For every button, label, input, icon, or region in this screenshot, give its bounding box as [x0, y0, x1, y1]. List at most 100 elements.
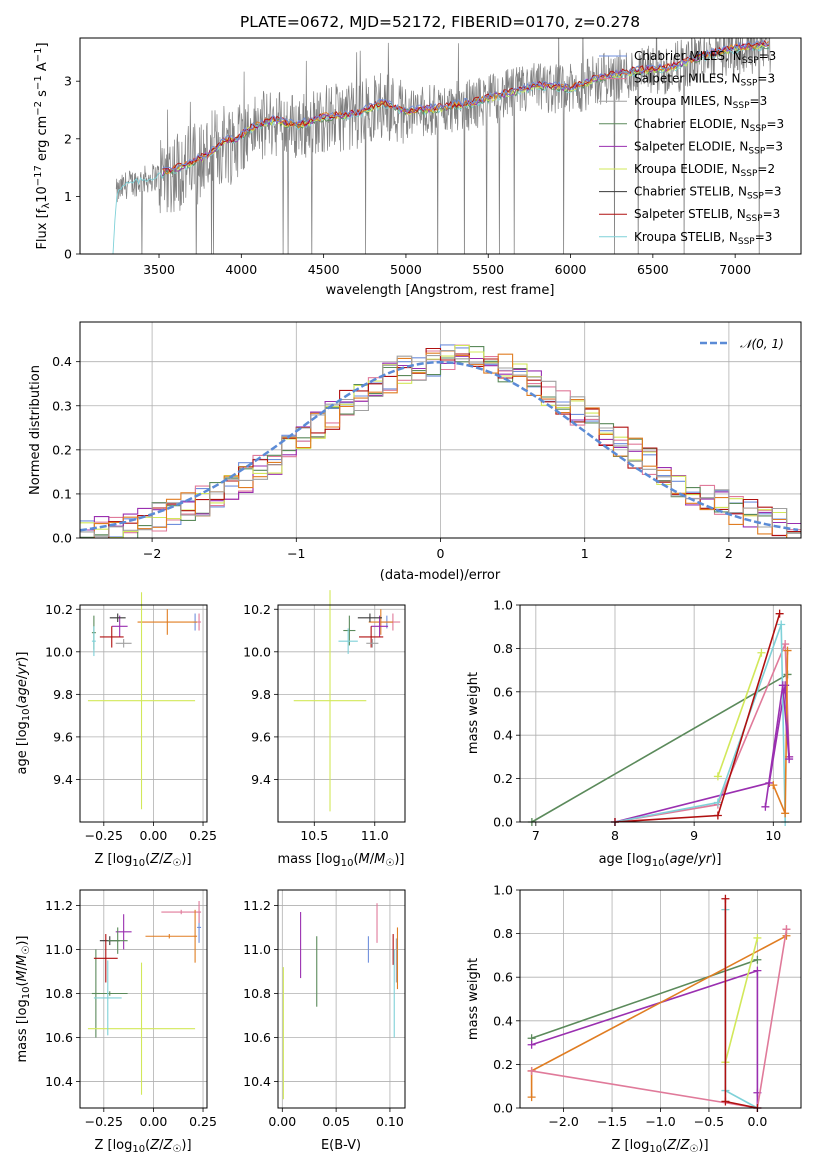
- mass-z-ylabel: mass [log10(M/M☉)]: [15, 936, 32, 1063]
- weight-age-ytick-label: 0.6: [493, 684, 513, 699]
- weight-z-marks: [527, 894, 791, 1112]
- residual-ticks: −2 −1 0 1 2 0.0 0.1 0.2 0.3 0.4: [52, 354, 733, 561]
- mass-ebv-ytick-label: 10.8: [243, 986, 271, 1001]
- age-z-marks: [87, 592, 202, 810]
- residual-xtick-label: −1: [287, 546, 305, 561]
- weight-age-marks: [527, 609, 794, 826]
- weight-z-ytick-label: 0.6: [493, 970, 513, 985]
- age-z-ytick-label: 10.0: [45, 644, 73, 659]
- spectrum-ytick-label: 3: [64, 74, 72, 89]
- spectrum-xtick-label: 4000: [225, 262, 257, 277]
- age-z-ytick-label: 9.4: [53, 772, 73, 787]
- age-mass-xtick-label: 10.5: [300, 828, 328, 843]
- residual-marks: [79, 344, 801, 539]
- weight-z-point-marker: [753, 933, 762, 942]
- mass-ebv-ytick-label: 11.2: [243, 898, 271, 913]
- spectrum-xtick-label: 5500: [472, 262, 504, 277]
- residual-ytick-label: 0.0: [52, 531, 72, 546]
- residual-xtick-label: 2: [725, 546, 733, 561]
- weight-z-ytick-label: 1.0: [493, 883, 513, 898]
- mass-ebv-ticks: 0.00 0.05 0.10 10.4 10.6 10.8 11.0 11.2: [243, 898, 404, 1129]
- age-mass-ytick-label: 10.0: [243, 644, 271, 659]
- weight-age-point-marker: [777, 620, 786, 629]
- age-mass-ticks: 10.5 11.0 9.4 9.6 9.8 10.0 10.2: [243, 602, 389, 843]
- weight-age-series-line: [531, 673, 788, 823]
- mass-ebv-marks: [282, 903, 399, 1100]
- residual-ytick-label: 0.4: [52, 354, 72, 369]
- mass-ebv-ytick-label: 10.6: [243, 1030, 271, 1045]
- spectrum-xtick-label: 7000: [719, 262, 751, 277]
- weight-z-series-line: [724, 937, 759, 1063]
- spectrum-ytick-label: 1: [64, 189, 72, 204]
- age-z-ytick-label: 9.6: [53, 729, 73, 744]
- weight-age-grid: [520, 604, 801, 823]
- age-z-xtick-label: 0.25: [189, 828, 217, 843]
- spectrum-legend-label: Kroupa STELIB, NSSP=3: [634, 230, 772, 247]
- residual-xtick-label: −2: [143, 546, 161, 561]
- spectrum-legend-label: Chabrier ELODIE, NSSP=3: [634, 117, 784, 134]
- weight-z-ytick-label: 0.8: [493, 926, 513, 941]
- weight-age-point-marker: [785, 755, 794, 764]
- weight-z-series-line: [724, 898, 758, 1109]
- mass-z-marks: [87, 901, 202, 1095]
- weight-age-ytick-label: 0.0: [493, 815, 513, 830]
- spectrum-legend-label: Chabrier MILES, NSSP=3: [634, 49, 776, 66]
- spectrum-ticks: 3500 4000 4500 5000 5500 6000 6500 7000 0 1 2 3: [64, 74, 751, 277]
- residual-ytick-label: 0.2: [52, 442, 72, 457]
- mass-z-ytick-label: 11.0: [45, 942, 73, 957]
- mass-vs-metallicity-panel: −0.25 0.00 0.25 10.4 10.6 10.8 11.0 11.2 Z [log…: [15, 889, 217, 1155]
- weight-z-series-line: [724, 909, 758, 1109]
- spectrum-xlabel: wavelength [Angstrom, rest frame]: [326, 283, 555, 298]
- weight-age-point-marker: [778, 681, 787, 690]
- weight-age-xlabel: age [log10(age/yr)]: [599, 852, 722, 869]
- weight-vs-metallicity-panel: −2.0 −1.5 −1.0 −0.5 0.0 0.0 0.2 0.4 0.6 0.8 1.0 Z …: [466, 883, 802, 1155]
- weight-age-series-line: [614, 643, 790, 823]
- age-mass-ytick-label: 9.6: [251, 729, 271, 744]
- normal-legend-label: 𝒩(0, 1): [740, 337, 784, 351]
- weight-age-ytick-label: 1.0: [493, 598, 513, 613]
- spectrum-ytick-label: 0: [64, 247, 72, 262]
- age-mass-xlabel: mass [log10(M/M☉)]: [278, 852, 405, 869]
- spectrum-frame: [79, 37, 802, 255]
- mass-z-xlabel: Z [log10(Z/Z☉)]: [94, 1138, 191, 1155]
- mass-z-xtick-label: −0.25: [85, 1114, 123, 1129]
- age-mass-grid: [278, 605, 405, 822]
- spectrum-ylabel: Flux [fλ10−17 erg cm−2 s−1 A−1]: [33, 42, 52, 249]
- spectrum-xtick-label: 5000: [390, 262, 422, 277]
- mass-ebv-xlabel: E(B-V): [321, 1138, 361, 1153]
- spectrum-legend-label: Salpeter STELIB, NSSP=3: [634, 207, 780, 224]
- weight-z-point-marker: [527, 1040, 536, 1049]
- mass-z-ticks: −0.25 0.00 0.25 10.4 10.6 10.8 11.0 11.2: [45, 898, 217, 1129]
- weight-z-xtick-label: 0.0: [747, 1114, 767, 1129]
- weight-z-ytick-label: 0.2: [493, 1057, 513, 1072]
- mass-z-ytick-label: 10.8: [45, 986, 73, 1001]
- residual-histogram-panel: −2 −1 0 1 2 0.0 0.1 0.2 0.3 0.4 (data-model)/erro…: [28, 321, 802, 583]
- weight-age-xtick-label: 7: [532, 828, 540, 843]
- mass-z-ytick-label: 10.4: [45, 1074, 73, 1089]
- weight-age-xtick-label: 9: [690, 828, 698, 843]
- weight-z-point-marker: [527, 1066, 536, 1075]
- age-mass-xtick-label: 11.0: [361, 828, 389, 843]
- mass-z-xtick-label: 0.25: [189, 1114, 217, 1129]
- weight-age-point-marker: [781, 809, 790, 818]
- spectrum-marks: [112, 38, 771, 254]
- weight-z-ticks: −2.0 −1.5 −1.0 −0.5 0.0 0.0 0.2 0.4 0.6 0.8 1.0: [493, 883, 767, 1130]
- weight-z-xlabel: Z [log10(Z/Z☉)]: [611, 1138, 708, 1155]
- mass-ebv-xtick-label: 0.00: [268, 1114, 296, 1129]
- weight-age-ytick-label: 0.2: [493, 771, 513, 786]
- weight-z-series-line: [531, 959, 758, 1039]
- weight-age-ylabel: mass weight: [466, 672, 481, 754]
- age-mass-ytick-label: 10.2: [243, 602, 271, 617]
- weight-age-point-marker: [769, 781, 778, 790]
- weight-z-point-marker: [721, 894, 730, 903]
- residual-xlabel: (data-model)/error: [380, 568, 501, 583]
- weight-age-xtick-label: 10: [765, 828, 781, 843]
- mass-z-ytick-label: 10.6: [45, 1030, 73, 1045]
- spectrum-legend-label: Chabrier STELIB, NSSP=3: [634, 185, 782, 202]
- mass-ebv-ytick-label: 11.0: [243, 942, 271, 957]
- mass-z-xtick-label: 0.00: [140, 1114, 168, 1129]
- weight-z-point-marker: [782, 925, 791, 934]
- residual-xtick-label: 0: [437, 546, 445, 561]
- weight-z-xtick-label: −1.0: [645, 1114, 675, 1129]
